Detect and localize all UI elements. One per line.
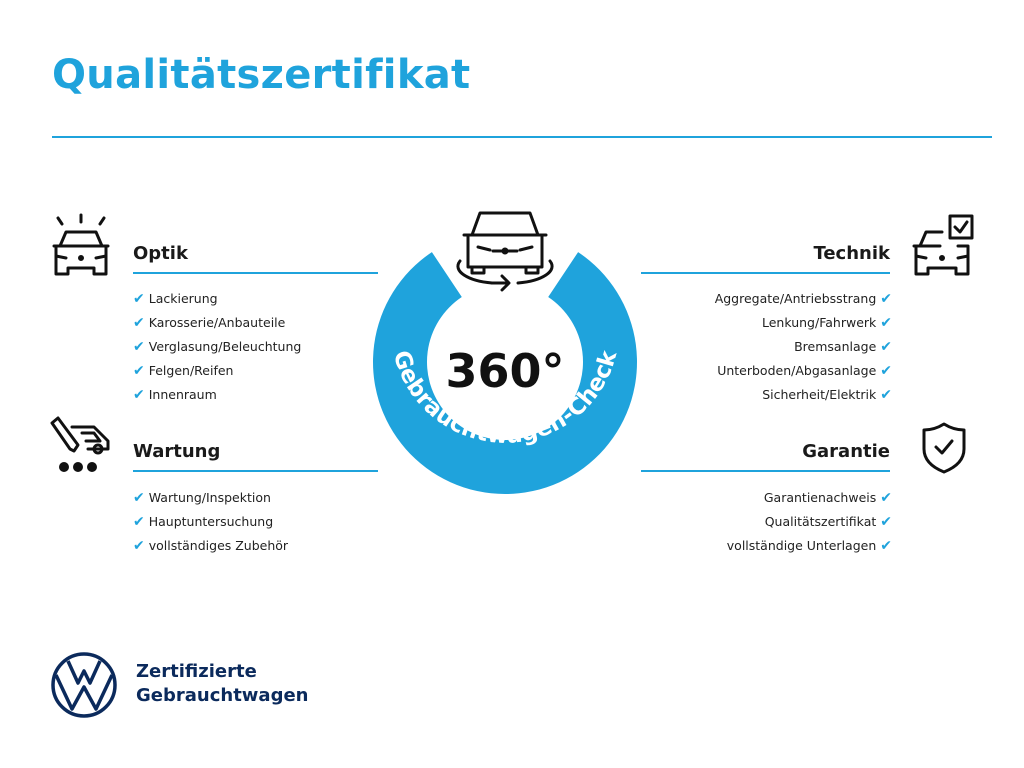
list-item: ✔ Innenraum bbox=[133, 387, 217, 403]
section-heading-wartung: Wartung bbox=[133, 441, 221, 462]
check-icon: ✔ bbox=[133, 490, 145, 506]
car-lights-icon bbox=[48, 212, 114, 280]
garantie-list: Garantienachweis ✔ Qualitätszertifikat ✔ v… bbox=[727, 486, 892, 558]
list-item: ✔ Wartung/Inspektion bbox=[133, 490, 271, 506]
check-icon: ✔ bbox=[880, 315, 892, 331]
list-item: Bremsanlage ✔ bbox=[794, 339, 892, 355]
ring-arc bbox=[373, 252, 637, 495]
check-icon: ✔ bbox=[133, 363, 145, 379]
wartung-list: ✔ Wartung/Inspektion ✔ Hauptuntersuchung ✔… bbox=[133, 486, 288, 558]
brand-line-2: Gebrauchtwagen bbox=[136, 685, 309, 706]
list-item: ✔ Karosserie/Anbauteile bbox=[133, 315, 286, 331]
section-divider-technik bbox=[641, 272, 890, 274]
list-item: Unterboden/Abgasanlage ✔ bbox=[717, 363, 892, 379]
check-icon: ✔ bbox=[880, 490, 892, 506]
technik-list: Aggregate/Antriebsstrang ✔ Lenkung/Fahrwe… bbox=[715, 287, 892, 407]
section-divider-wartung bbox=[133, 470, 378, 472]
check-icon: ✔ bbox=[133, 315, 145, 331]
optik-list: ✔ Lackierung ✔ Karosserie/Anbauteile ✔ Verg… bbox=[133, 287, 301, 407]
check-icon: ✔ bbox=[880, 291, 892, 307]
list-item: Aggregate/Antriebsstrang ✔ bbox=[714, 291, 892, 307]
check-icon: ✔ bbox=[133, 291, 145, 307]
list-item: ✔ Lackierung bbox=[133, 291, 218, 307]
brand-text: Zertifizierte Gebrauchtwagen bbox=[136, 660, 308, 708]
list-item: ✔ vollständiges Zubehör bbox=[133, 538, 289, 554]
list-item: Garantienachweis ✔ bbox=[763, 490, 892, 506]
section-divider-optik bbox=[133, 272, 378, 274]
title-divider bbox=[52, 136, 992, 138]
list-item: Sicherheit/Elektrik ✔ bbox=[762, 387, 892, 403]
list-item: Lenkung/Fahrwerk ✔ bbox=[762, 315, 892, 331]
check-icon: ✔ bbox=[880, 514, 892, 530]
car-checklist-icon bbox=[910, 212, 976, 278]
check-icon: ✔ bbox=[133, 514, 145, 530]
check-icon: ✔ bbox=[880, 538, 892, 554]
section-heading-optik: Optik bbox=[133, 243, 188, 264]
check-icon: ✔ bbox=[880, 387, 892, 403]
list-item: vollständige Unterlagen ✔ bbox=[726, 538, 892, 554]
section-heading-garantie: Garantie bbox=[802, 441, 890, 462]
degree-label: 360° bbox=[445, 344, 564, 398]
list-item: Qualitätszertifikat ✔ bbox=[764, 514, 892, 530]
check-icon: ✔ bbox=[133, 387, 145, 403]
check-icon: ✔ bbox=[133, 339, 145, 355]
section-divider-garantie bbox=[641, 470, 890, 472]
car-rotate-icon bbox=[456, 211, 554, 292]
check-icon: ✔ bbox=[880, 339, 892, 355]
list-item: ✔ Verglasung/Beleuchtung bbox=[133, 339, 302, 355]
list-item: ✔ Hauptuntersuchung bbox=[133, 514, 274, 530]
vw-logo bbox=[51, 652, 117, 718]
list-item: ✔ Felgen/Reifen bbox=[133, 363, 234, 379]
brand-line-1: Zertifizierte bbox=[136, 661, 257, 682]
shield-check-icon bbox=[920, 421, 968, 475]
check-icon: ✔ bbox=[133, 538, 145, 554]
check-icon: ✔ bbox=[880, 363, 892, 379]
page-title: Qualitätszertifikat bbox=[52, 52, 471, 98]
car-service-icon bbox=[48, 415, 114, 475]
section-heading-technik: Technik bbox=[813, 243, 890, 264]
check-360-ring: Gebrauchtwagen-Check 360° bbox=[373, 211, 637, 495]
